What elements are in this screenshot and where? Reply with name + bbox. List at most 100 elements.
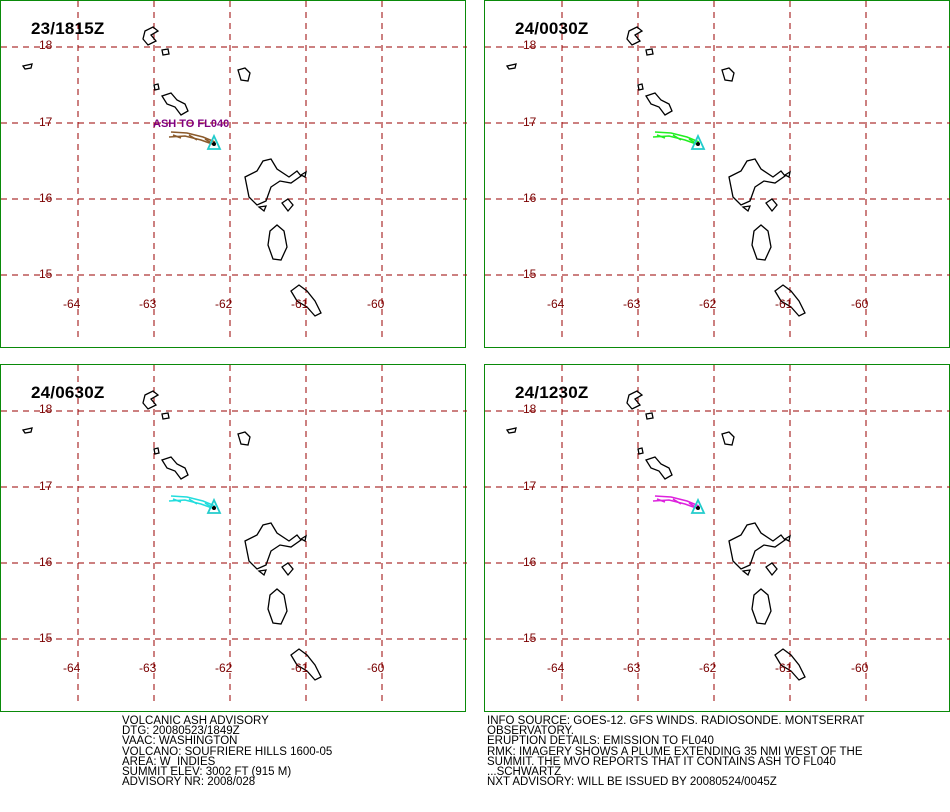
island-outline xyxy=(728,158,786,206)
island-outline xyxy=(637,447,644,455)
panel-time-1: 23/1815Z xyxy=(31,19,105,38)
lon-label-m60: -60 xyxy=(851,661,869,675)
island-outline xyxy=(153,447,160,455)
lat-label-18: 18 xyxy=(523,38,537,52)
lon-label-m61: -61 xyxy=(291,661,309,675)
map-svg-1 xyxy=(1,1,467,341)
advisory-line: ADVISORY NR: 2008/028 xyxy=(122,776,256,789)
lat-label-15: 15 xyxy=(523,631,537,645)
advisory-line: VOLCANO: SOUFRIERE HILLS 1600-05 xyxy=(122,745,333,758)
island-outline xyxy=(153,83,160,91)
volcano-dot xyxy=(212,142,216,146)
island-outline xyxy=(244,522,302,570)
plume-stroke xyxy=(170,131,216,143)
lon-label-m60: -60 xyxy=(851,297,869,311)
island-outline xyxy=(765,198,778,213)
plume-stroke xyxy=(654,495,700,507)
lon-label-m63: -63 xyxy=(139,297,157,311)
ash-plume xyxy=(652,495,700,510)
island-outline xyxy=(626,390,644,410)
island-outline xyxy=(626,26,644,46)
island-outline xyxy=(299,534,307,542)
panel-time-2: 24/0030Z xyxy=(515,19,589,38)
panel-time-4: 24/1230Z xyxy=(515,383,589,402)
lat-label-17: 17 xyxy=(523,479,537,493)
island-outline xyxy=(721,431,735,446)
advisory-line: INFO SOURCE: GOES-12. GFS WINDS. RADIOSO… xyxy=(487,715,865,727)
advisory-line: OBSERVATORY. xyxy=(487,725,574,738)
advisory-line: VOLCANIC ASH ADVISORY xyxy=(122,715,269,727)
island-outline xyxy=(161,412,170,420)
island-outline xyxy=(774,284,806,317)
graticule xyxy=(1,365,467,705)
graticule xyxy=(485,365,950,705)
lon-label-m62: -62 xyxy=(699,661,717,675)
island-outline xyxy=(774,648,806,681)
island-outline xyxy=(721,67,735,82)
map-panel-1: 23/1815Z ASH TO FL040 18 17 16 15 -64 -6… xyxy=(0,0,467,348)
island-outline xyxy=(637,83,644,91)
island-outline xyxy=(237,67,251,82)
advisory-line: NXT ADVISORY: WILL BE ISSUED BY 20080524… xyxy=(487,776,777,789)
lat-label-16: 16 xyxy=(523,555,537,569)
island-outline xyxy=(281,562,294,577)
advisory-line: VAAC: WASHINGTON xyxy=(122,735,238,748)
advisory-line: DTG: 20080523/1849Z xyxy=(122,725,240,738)
advisory-line: SUMMIT ELEV: 3002 FT (915 M) xyxy=(122,765,292,778)
volcano-icon xyxy=(206,497,222,514)
volcano-dot xyxy=(696,142,700,146)
coastline xyxy=(505,390,806,681)
lat-label-16: 16 xyxy=(523,191,537,205)
map-svg-3 xyxy=(1,365,467,705)
lon-label-m61: -61 xyxy=(775,661,793,675)
island-outline xyxy=(645,456,673,480)
island-outline xyxy=(741,569,752,577)
island-outline xyxy=(645,92,673,116)
lon-label-m62: -62 xyxy=(699,297,717,311)
lon-label-m62: -62 xyxy=(215,661,233,675)
map-svg-2 xyxy=(485,1,950,341)
coastline xyxy=(505,26,806,317)
coastline xyxy=(21,26,322,317)
ash-plume xyxy=(168,131,216,146)
advisory-left-block: VOLCANIC ASH ADVISORY DTG: 20080523/1849… xyxy=(122,715,333,789)
island-outline xyxy=(257,569,268,577)
advisory-line: RMK: IMAGERY SHOWS A PLUME EXTENDING 35 … xyxy=(487,745,863,758)
island-outline xyxy=(142,390,160,410)
lon-label-m64: -64 xyxy=(547,297,565,311)
advisory-line: SUMMIT. THE MVO REPORTS THAT IT CONTAINS… xyxy=(487,755,836,768)
plume-stroke xyxy=(654,131,700,143)
map-panel-4: 24/1230Z 18 17 16 15 -64 -63 -62 -61 -60 xyxy=(484,364,950,712)
plume-label-1: ASH TO FL040 xyxy=(153,118,230,130)
island-outline xyxy=(281,198,294,213)
island-outline xyxy=(244,158,302,206)
lat-label-18: 18 xyxy=(39,38,53,52)
island-outline xyxy=(505,63,517,70)
island-outline xyxy=(645,48,654,56)
lat-label-18: 18 xyxy=(523,402,537,416)
island-outline xyxy=(505,427,517,434)
map-svg-4 xyxy=(485,365,950,705)
advisory-line: AREA: W_INDIES xyxy=(122,755,216,768)
lon-label-m60: -60 xyxy=(367,661,385,675)
volcano-icon xyxy=(690,133,706,150)
island-outline xyxy=(267,588,288,625)
lat-label-15: 15 xyxy=(39,267,53,281)
coastline xyxy=(21,390,322,681)
island-outline xyxy=(765,562,778,577)
island-outline xyxy=(161,48,170,56)
island-outline xyxy=(751,588,772,625)
island-outline xyxy=(257,205,268,213)
lon-label-m64: -64 xyxy=(63,661,81,675)
island-outline xyxy=(237,431,251,446)
advisory-right-block: INFO SOURCE: GOES-12. GFS WINDS. RADIOSO… xyxy=(487,715,865,789)
island-outline xyxy=(161,456,189,480)
lat-label-17: 17 xyxy=(39,115,53,129)
island-outline xyxy=(290,284,322,317)
advisory-line: ERUPTION DETAILS: EMISSION TO FL040 xyxy=(487,735,714,748)
ash-plume xyxy=(168,495,216,510)
lon-label-m61: -61 xyxy=(775,297,793,311)
island-outline xyxy=(783,534,791,542)
lat-label-16: 16 xyxy=(39,191,53,205)
lon-label-m62: -62 xyxy=(215,297,233,311)
